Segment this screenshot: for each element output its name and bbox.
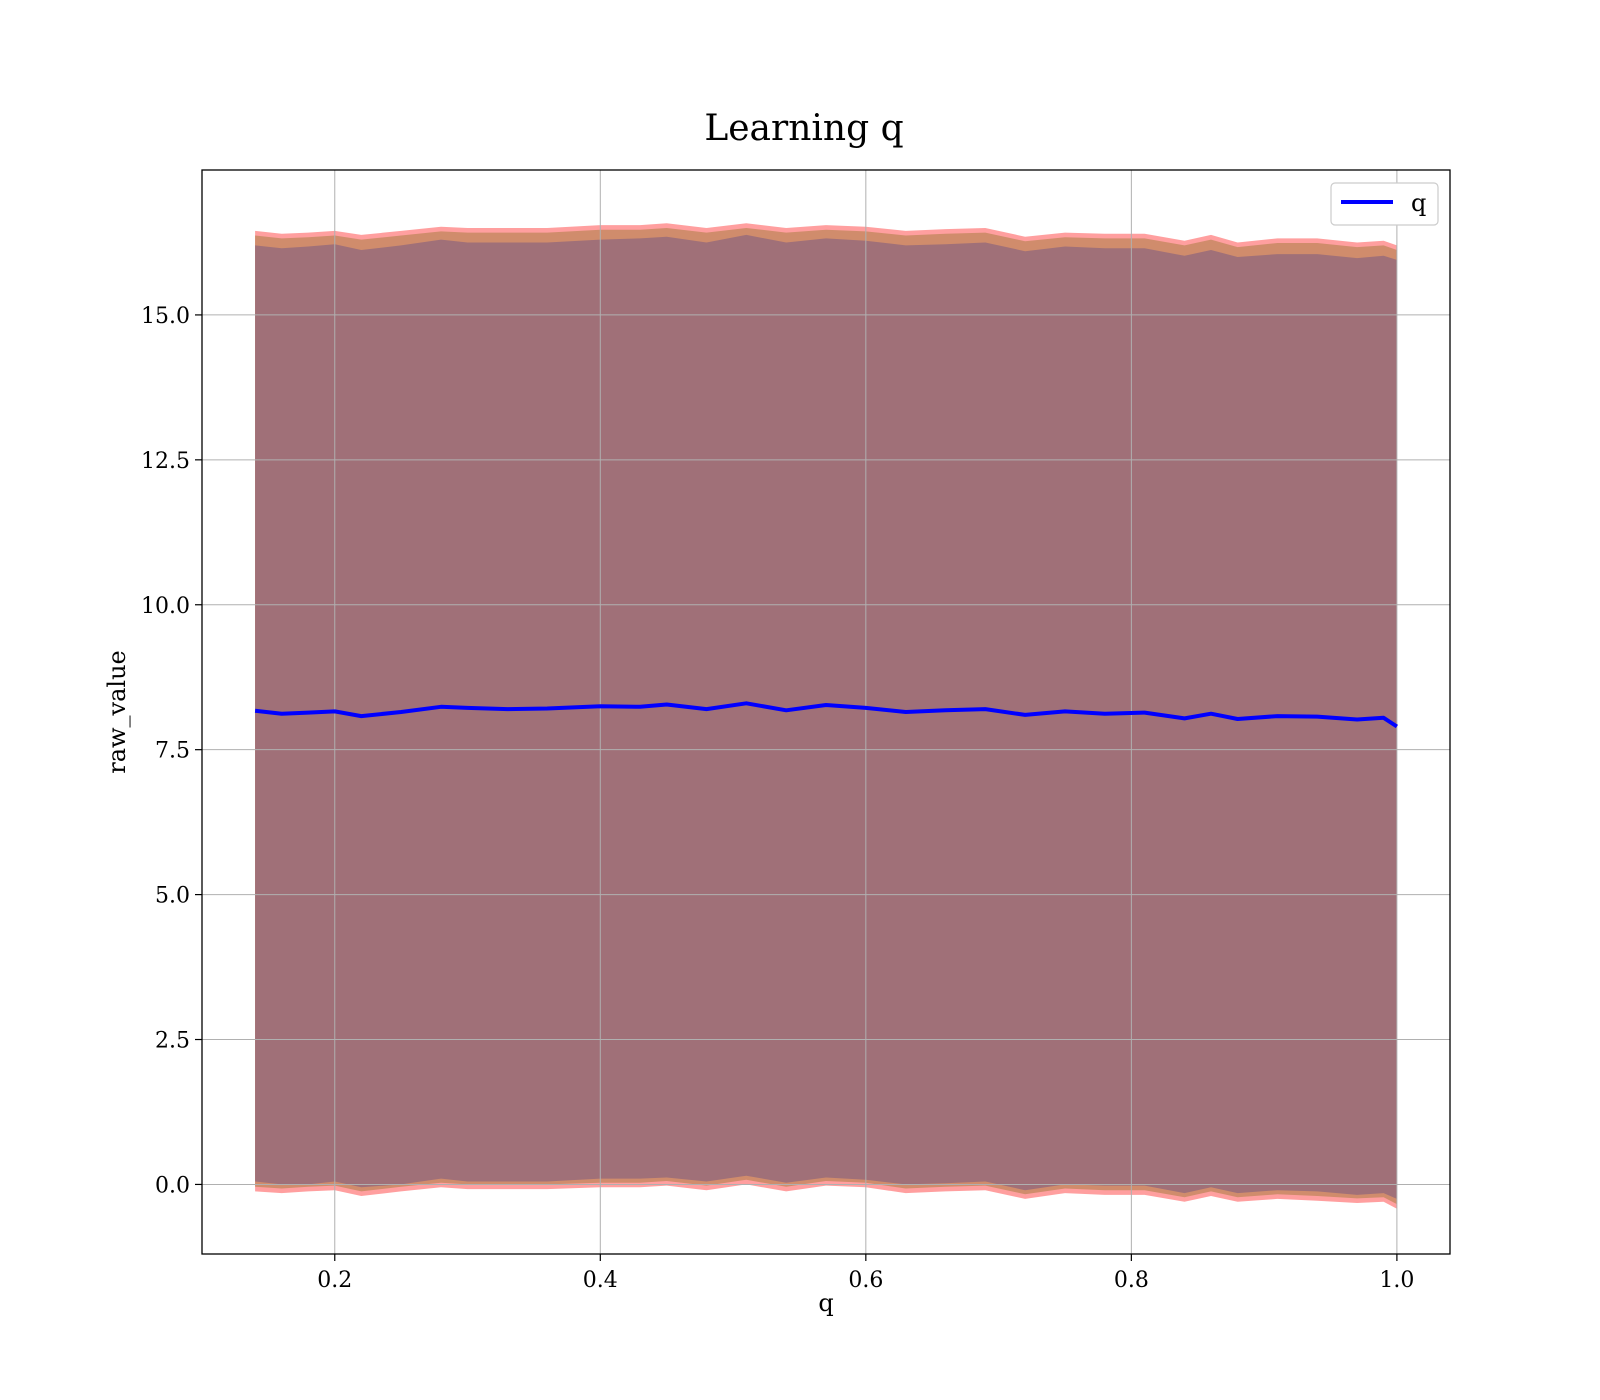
y-tick-label: 5.0 [155,884,190,909]
x-tick-label: 0.6 [848,1268,883,1293]
legend: q [1330,182,1439,226]
y-tick-label: 7.5 [155,739,190,764]
y-tick-label: 0.0 [155,1173,190,1198]
chart-title: Learning q [704,108,903,149]
grid [202,170,1450,1254]
x-tick-label: 0.4 [583,1268,618,1293]
plot-frame [201,169,1451,1255]
inner-band [255,234,1397,1199]
series-line-q [254,701,1398,729]
series-lines [254,701,1398,729]
y-tick-label: 12.5 [141,449,190,474]
x-axis-ticks: 0.2 0.4 0.6 0.8 1.0 [317,1254,1414,1293]
x-tick-label: 0.2 [317,1268,352,1293]
y-tick-label: 15.0 [141,304,190,329]
y-axis-ticks: 0.0 2.5 5.0 7.5 10.0 12.5 15.0 [141,304,202,1198]
x-axis-label: q [818,1289,833,1317]
y-axis-label: raw_value [103,650,131,774]
confidence-bands [255,223,1397,1209]
legend-label-q: q [1411,189,1426,217]
x-tick-label: 0.8 [1114,1268,1149,1293]
x-tick-label: 1.0 [1379,1268,1414,1293]
y-tick-label: 2.5 [155,1029,190,1054]
y-tick-label: 10.0 [141,594,190,619]
